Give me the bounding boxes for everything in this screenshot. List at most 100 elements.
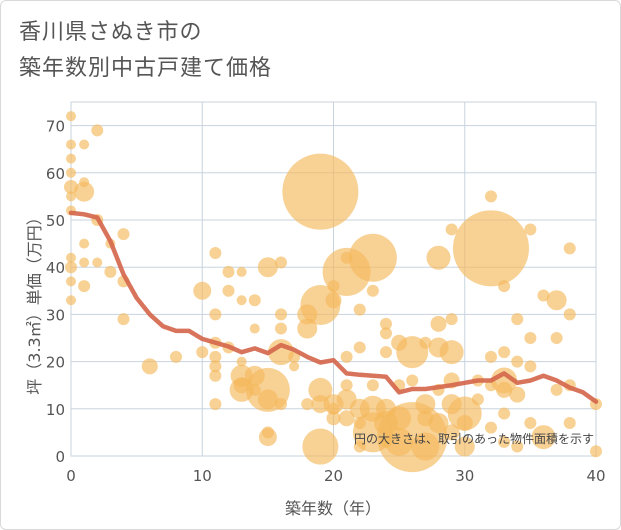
bubble-point (66, 295, 76, 306)
bubble-point (537, 289, 550, 302)
bubble-point (258, 428, 277, 447)
bubble-point (222, 265, 235, 278)
bubble-point (509, 386, 526, 403)
bubble-point (511, 440, 524, 453)
x-tick-label: 20 (324, 467, 343, 485)
bubble-point (380, 346, 392, 359)
bubble-point (141, 358, 158, 375)
y-tick-label: 20 (46, 354, 65, 372)
bubble-point (498, 280, 511, 293)
bubble-point (426, 245, 451, 270)
bubble-point (66, 276, 76, 287)
bubble-point (454, 436, 475, 457)
bubble-point (196, 346, 209, 359)
bubble-point (366, 379, 379, 392)
bubble-point (340, 379, 353, 392)
bubble-point (498, 407, 511, 420)
bubble-point (340, 350, 353, 363)
bubble-point (511, 313, 524, 326)
bubble-point (411, 432, 440, 461)
y-tick-label: 0 (55, 448, 65, 466)
bubble-point (66, 191, 76, 202)
bubble-point (415, 394, 436, 415)
bubble-point (447, 396, 482, 431)
bubble-point (222, 284, 235, 297)
trend-line-group (68, 210, 599, 404)
bubble-point (380, 317, 392, 330)
bubble-point (78, 280, 91, 293)
bubbles (64, 111, 602, 473)
bubble-point (498, 435, 511, 448)
bubble-point (563, 242, 576, 255)
bubble-point (282, 153, 359, 230)
chart-title: 香川県さぬき市の 築年数別中古戸建て価格 (19, 15, 272, 87)
x-tick-label: 40 (586, 467, 605, 485)
bubble-point (511, 355, 524, 368)
bubble-point (289, 361, 300, 372)
bubble-point (79, 238, 90, 249)
title-line-2: 築年数別中古戸建て価格 (19, 56, 273, 81)
bubble-point (550, 383, 563, 396)
bubble-point (485, 190, 497, 203)
bubble-point (453, 210, 529, 287)
bubble-point (439, 340, 464, 365)
bubble-point (485, 350, 497, 363)
bubble-point (563, 416, 576, 429)
bubble-point (550, 332, 563, 344)
bubble-point (117, 228, 130, 241)
bubble-point (325, 292, 342, 309)
bubble-point (563, 308, 576, 321)
bubble-point (209, 398, 222, 411)
y-tick-label: 60 (46, 165, 65, 183)
bubble-point (445, 223, 458, 236)
x-axis-title: 築年数（年） (285, 499, 381, 518)
bubble-point (380, 327, 392, 340)
bubble-point (209, 247, 222, 260)
bubble-point (249, 323, 260, 334)
title-line-1: 香川県さぬき市の (19, 20, 203, 45)
bubble-point (66, 139, 76, 150)
bubble-point (66, 153, 76, 164)
bubble-point (236, 295, 247, 306)
bubble-point (498, 346, 511, 359)
bubble-point (236, 356, 247, 367)
x-tick-label: 10 (193, 467, 212, 485)
bubble-point (193, 281, 212, 300)
bubble-point (209, 369, 222, 382)
y-tick-label: 10 (46, 401, 65, 419)
x-tick-label: 30 (455, 467, 474, 485)
bubble-point (406, 374, 419, 387)
bubble-point (445, 313, 458, 326)
bubble-point (275, 256, 287, 269)
bubble-point (91, 124, 104, 137)
bubble-point (117, 313, 130, 326)
bubble-point (302, 428, 339, 465)
bubble-point (524, 223, 537, 236)
bubble-point (496, 381, 513, 398)
y-tick-label: 40 (46, 259, 65, 277)
bubble-point (236, 266, 247, 277)
bubble-point (485, 421, 497, 434)
bubble-point (79, 257, 90, 268)
bubble-point (348, 233, 397, 282)
bubble-point (308, 377, 333, 402)
bubble-point (531, 425, 556, 450)
bubble-point (301, 398, 314, 411)
bubble-point (209, 350, 222, 363)
bubble-point (66, 167, 76, 178)
y-tick-label: 50 (46, 212, 65, 230)
y-tick-label: 70 (46, 118, 65, 136)
axes: 0 10 20 30 40 0 10 20 30 40 50 60 70 (46, 118, 606, 485)
bubble-point (471, 393, 484, 406)
bubble-point (66, 111, 76, 122)
bubble-point (353, 341, 366, 354)
bubble-point (104, 265, 117, 278)
bubble-point (209, 360, 222, 373)
bubble-point (524, 360, 537, 373)
bubble-point (419, 336, 432, 349)
bubble-point (590, 445, 602, 458)
y-tick-label: 30 (46, 306, 65, 324)
bubble-point (327, 402, 340, 415)
bubble-point (297, 318, 318, 339)
